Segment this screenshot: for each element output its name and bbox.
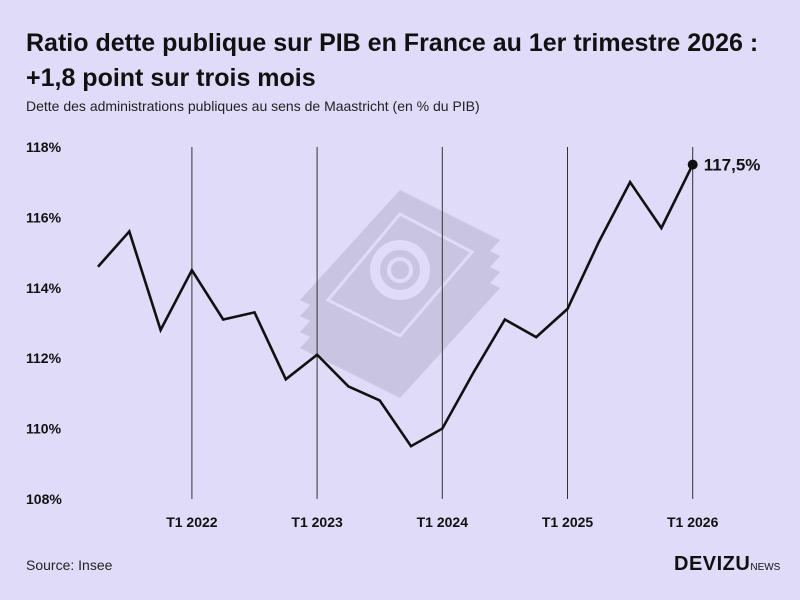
debt-ratio-line (97, 164, 694, 448)
y-tick-label: 118% (26, 139, 62, 155)
brand-suffix: NEWS (750, 562, 781, 573)
last-value-annotation: 117,5% (687, 156, 761, 175)
chart-title: Ratio dette publique sur PIB en France a… (26, 29, 759, 92)
last-value-label: 117,5% (704, 156, 761, 175)
y-tick-label: 108% (26, 491, 62, 507)
x-axis-tick-labels: T1 2022 T1 2023 T1 2024 T1 2025 T1 2026 (166, 514, 718, 530)
source-note: Source: Insee (26, 557, 113, 573)
banknote-border (325, 212, 475, 338)
x-tick-label: T1 2022 (166, 514, 218, 530)
euro-icon (380, 250, 420, 290)
banknote-stack-illustration (300, 190, 500, 398)
vertical-gridlines (191, 147, 694, 499)
y-tick-label: 114% (26, 280, 62, 296)
euro-icon-ring (387, 257, 413, 283)
x-tick-label: T1 2024 (417, 514, 469, 530)
x-tick-label: T1 2023 (291, 514, 343, 530)
y-axis-tick-labels: 108% 110% 112% 114% 116% 118% (26, 139, 62, 507)
x-tick-label: T1 2025 (542, 514, 594, 530)
y-tick-label: 110% (26, 421, 62, 437)
y-tick-label: 112% (26, 350, 62, 366)
chart-subtitle: Dette des administrations publiques au s… (26, 98, 480, 114)
last-point-marker (687, 159, 698, 170)
y-tick-label: 116% (26, 209, 62, 225)
brand-name: DEVIZU (674, 553, 751, 575)
x-tick-label: T1 2026 (667, 514, 719, 530)
brand-logo: DEVIZUNEWS (674, 553, 780, 576)
